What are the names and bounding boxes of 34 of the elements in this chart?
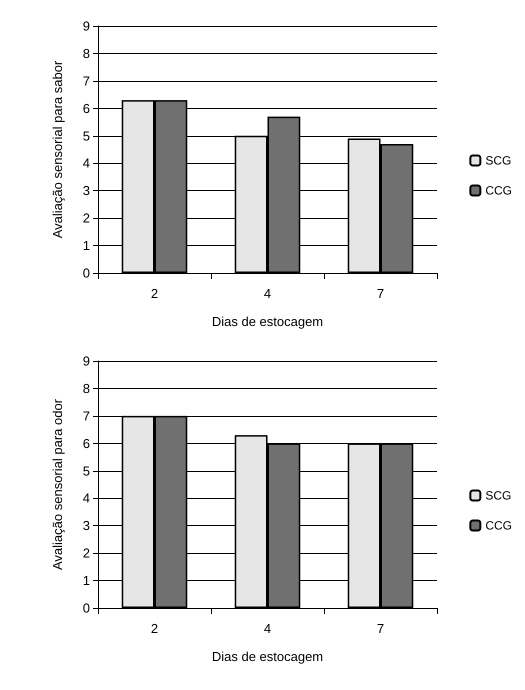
y-tick-label: 3 [82, 183, 90, 198]
y-tick-label: 4 [82, 156, 90, 171]
x-tick-label: 2 [150, 621, 158, 636]
x-axis-title: Dias de estocagem [212, 649, 324, 664]
y-axis-title: Avaliação sensorial para odor [50, 398, 65, 570]
x-tick-label: 2 [150, 286, 158, 301]
y-tick-label: 8 [82, 380, 90, 396]
y-tick-label: 1 [82, 238, 90, 254]
y-tick-label: 6 [82, 436, 90, 451]
y-tick-label: 5 [82, 128, 90, 144]
y-axis-title: Avaliação sensorial para sabor [50, 60, 65, 238]
x-tick-label: 7 [376, 286, 384, 301]
y-tick-label: 4 [82, 490, 90, 506]
y-tick-label: 8 [82, 46, 90, 61]
x-tick-label: 7 [376, 621, 384, 636]
x-axis-title: Dias de estocagem [212, 314, 324, 329]
y-tick-label: 9 [82, 354, 90, 368]
y-tick-label: 6 [82, 100, 90, 116]
legend-label: SCG [485, 488, 512, 502]
y-tick-label: 0 [82, 266, 90, 280]
y-tick-label: 5 [82, 463, 90, 478]
legend-label: CCG [485, 184, 512, 198]
y-tick-label: 3 [82, 518, 90, 534]
y-tick-label: 0 [82, 600, 90, 616]
legend-label: SCG [485, 154, 512, 168]
legend-label: CCG [485, 518, 512, 532]
y-tick-label: 1 [82, 573, 90, 588]
x-tick-label: 4 [264, 621, 272, 636]
y-tick-label: 2 [82, 546, 90, 561]
y-tick-label: 2 [82, 210, 90, 226]
y-tick-label: 7 [82, 73, 90, 88]
y-tick-label: 9 [82, 18, 90, 34]
x-tick-label: 4 [264, 286, 272, 301]
y-tick-label: 7 [82, 408, 90, 424]
